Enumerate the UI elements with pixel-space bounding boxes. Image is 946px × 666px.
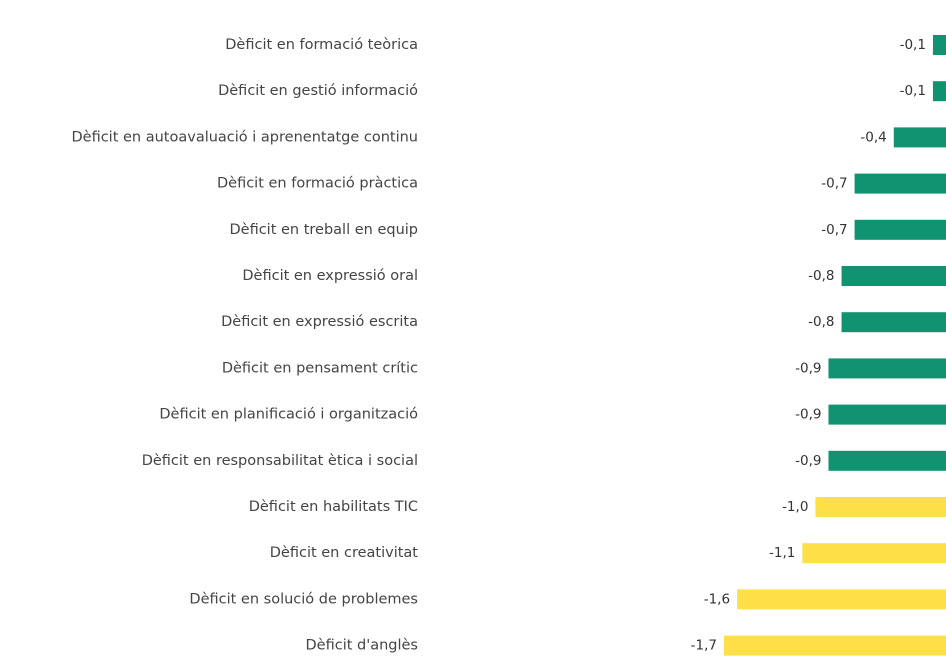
bar	[737, 589, 946, 610]
value-label: -0,4	[860, 129, 886, 145]
value-label: -0,9	[795, 360, 821, 376]
category-label: Dèficit en planificació i organització	[159, 407, 418, 423]
bar	[854, 219, 946, 240]
bar	[932, 35, 946, 55]
category-label: Dèficit en expressió oral	[242, 268, 418, 284]
category-label: Dèficit en formació pràctica	[217, 176, 418, 192]
value-label: -1,7	[691, 638, 717, 654]
value-label: -0,8	[808, 314, 834, 330]
category-label: Dèficit en solució de problemes	[189, 591, 418, 607]
value-label: -0,7	[821, 222, 847, 238]
category-label: Dèficit en pensament crític	[222, 360, 418, 376]
value-label: -0,9	[795, 453, 821, 469]
bar	[854, 173, 946, 194]
bar	[828, 358, 946, 379]
category-label: Dèficit d'anglès	[306, 638, 419, 654]
bar	[828, 404, 946, 425]
value-label: -1,0	[782, 499, 808, 515]
value-label: -0,8	[808, 268, 834, 284]
bar	[841, 312, 946, 333]
category-label: Dèficit en autoavaluació i aprenentatge …	[71, 129, 418, 145]
category-label: Dèficit en gestió informació	[218, 83, 418, 99]
category-label: Dèficit en formació teòrica	[225, 37, 418, 53]
category-label: Dèficit en treball en equip	[229, 222, 418, 238]
value-label: -1,1	[769, 545, 795, 561]
value-label: -0,7	[821, 176, 847, 192]
bar	[815, 497, 946, 517]
category-label: Dèficit en expressió escrita	[221, 314, 418, 330]
value-label: -1,6	[704, 591, 730, 607]
value-label: -0,1	[900, 83, 926, 99]
bar	[724, 635, 946, 656]
category-label: Dèficit en responsabilitat ètica i socia…	[142, 453, 418, 469]
bar	[828, 450, 946, 471]
value-label: -0,9	[795, 407, 821, 423]
bar	[932, 81, 946, 102]
category-label: Dèficit en creativitat	[270, 545, 419, 561]
value-label: -0,1	[900, 37, 926, 53]
bar	[841, 266, 946, 286]
category-label: Dèficit en habilitats TIC	[249, 499, 418, 515]
bar	[893, 127, 946, 148]
bar	[802, 543, 946, 564]
